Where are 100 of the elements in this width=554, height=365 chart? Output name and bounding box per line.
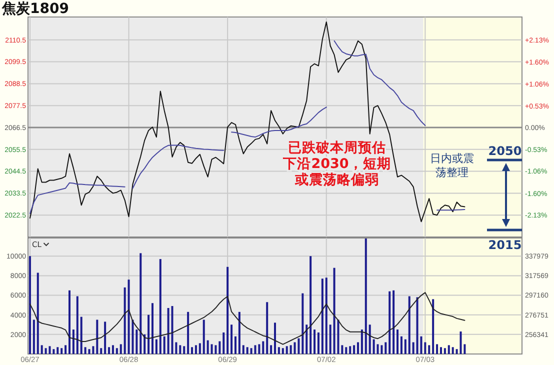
bar (400, 336, 402, 354)
bar (278, 347, 280, 354)
bar (345, 347, 348, 354)
bar (40, 345, 43, 354)
bar (218, 341, 221, 354)
bar (353, 345, 356, 354)
bar (72, 330, 74, 354)
bar (436, 344, 438, 354)
bar (175, 342, 178, 354)
bar (460, 331, 462, 354)
bar (274, 322, 276, 354)
bar (36, 272, 39, 354)
bar (151, 303, 154, 354)
bar (155, 339, 158, 354)
bar (112, 345, 114, 354)
bar (183, 346, 186, 354)
bar (380, 345, 383, 354)
bar (321, 278, 324, 354)
bar (364, 238, 367, 354)
bar (294, 342, 296, 354)
bar (262, 341, 264, 354)
bar (167, 308, 170, 354)
bar (464, 344, 466, 354)
bar (44, 348, 47, 354)
bar (372, 339, 375, 354)
bar (412, 342, 414, 354)
bar (416, 297, 418, 354)
bar (282, 348, 284, 354)
bar (60, 348, 63, 354)
bar (198, 343, 201, 354)
bar (144, 334, 146, 354)
bar (444, 348, 446, 354)
chart-title: 焦炭1809 (1, 1, 69, 17)
bar (368, 324, 371, 354)
bar (230, 324, 233, 354)
bar (392, 290, 395, 354)
bar (388, 291, 391, 354)
bar (424, 342, 426, 354)
bar (52, 349, 55, 354)
bar (404, 339, 406, 354)
bar (56, 347, 59, 354)
bar (80, 316, 82, 354)
bar (222, 332, 225, 354)
bar (440, 347, 442, 354)
bar (242, 345, 244, 354)
bar (76, 296, 78, 354)
bar (246, 347, 248, 354)
bar (329, 324, 332, 354)
bar (428, 345, 430, 354)
bar (452, 347, 454, 354)
bar (333, 268, 336, 354)
bar (163, 336, 166, 354)
annotation: 日内或震荡整理 (430, 152, 474, 179)
bar (396, 330, 399, 354)
bar (214, 345, 217, 354)
bar (159, 259, 162, 354)
bar (286, 346, 288, 354)
bar (310, 256, 312, 354)
bar (432, 299, 434, 354)
bar (28, 256, 31, 354)
bar (136, 330, 138, 354)
bar (116, 348, 118, 354)
bar (234, 336, 236, 354)
bar (191, 347, 194, 354)
bar (68, 290, 70, 354)
bar (128, 280, 130, 354)
bar (48, 346, 51, 354)
annotation: 已跌破本周预估下沿2030，短期或震荡略偏弱 (282, 140, 391, 188)
bar (306, 324, 308, 354)
bar (302, 293, 304, 354)
bar (341, 345, 344, 354)
bar (100, 348, 102, 354)
bar (314, 330, 316, 354)
bar (210, 344, 213, 354)
bar (238, 312, 240, 354)
bar (108, 347, 110, 354)
bar (202, 320, 205, 354)
bar (32, 320, 35, 354)
bar (317, 332, 320, 354)
bar (187, 312, 190, 354)
bar (360, 330, 363, 354)
bar (92, 346, 94, 354)
bar (408, 296, 410, 354)
bar (384, 342, 387, 354)
bar (84, 347, 86, 354)
bar (349, 346, 352, 354)
bar (325, 278, 328, 354)
bar (206, 340, 209, 354)
bar (448, 345, 450, 354)
bar (140, 253, 142, 354)
bar (179, 345, 182, 354)
bar (258, 344, 260, 354)
bar (376, 344, 379, 354)
bar (266, 302, 268, 354)
bar (96, 320, 98, 354)
annotation: 2050 (488, 144, 522, 158)
bar (120, 344, 122, 354)
bar (148, 314, 150, 354)
bar (88, 349, 90, 354)
annotation: 2015 (488, 238, 522, 252)
